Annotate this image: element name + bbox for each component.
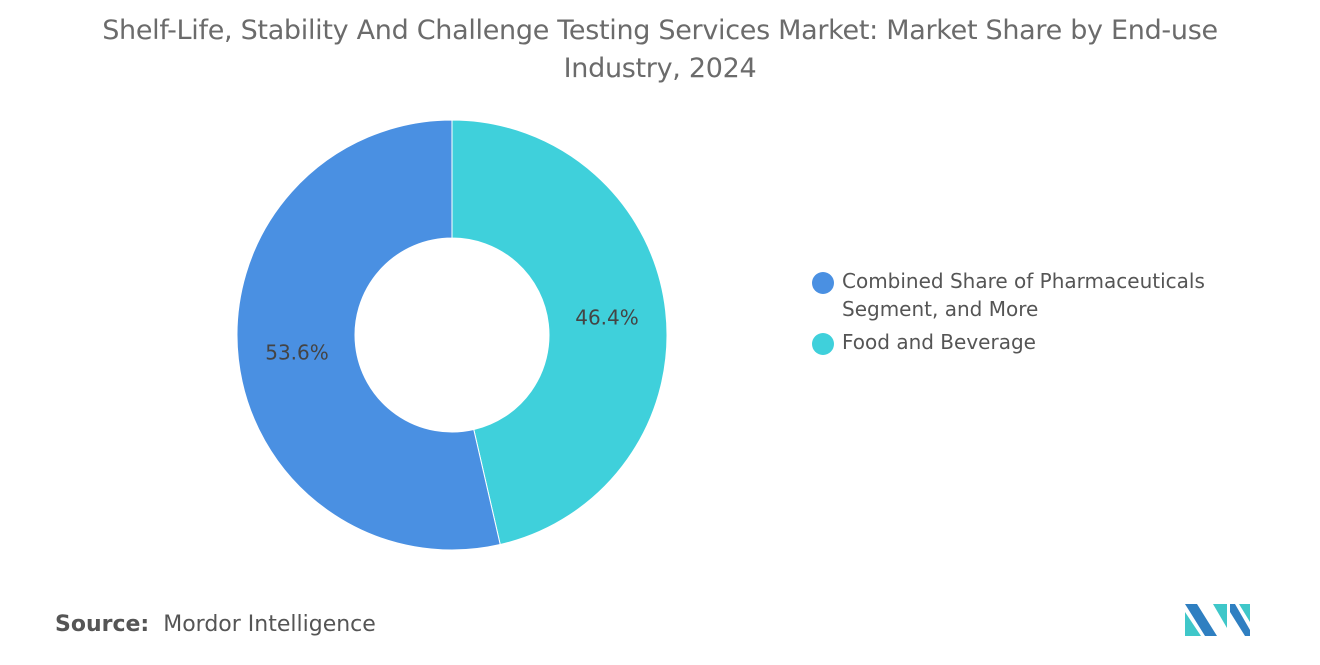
mordor-logo	[1185, 604, 1250, 636]
source-label: Source:	[55, 612, 150, 637]
slice-1	[236, 119, 501, 551]
legend-swatch	[812, 333, 834, 355]
data-label: 46.4%	[575, 305, 639, 329]
legend-label: Food and Beverage	[842, 330, 1036, 354]
legend-swatch	[812, 272, 834, 294]
slice-0	[451, 119, 668, 546]
source: Source: Mordor Intelligence	[55, 612, 376, 637]
legend-label: Combined Share of Pharmaceuticals Segmen…	[842, 269, 1205, 321]
legend: Combined Share of Pharmaceuticals Segmen…	[812, 269, 1212, 364]
legend-item: Food and Beverage	[812, 330, 1212, 356]
data-label: 53.6%	[265, 341, 329, 365]
legend-item: Combined Share of Pharmaceuticals Segmen…	[812, 269, 1212, 323]
chart-title: Shelf-Life, Stability And Challenge Test…	[102, 15, 1218, 84]
source-value: Mordor Intelligence	[163, 612, 376, 637]
donut-chart: 46.4% 53.6%	[236, 119, 668, 551]
